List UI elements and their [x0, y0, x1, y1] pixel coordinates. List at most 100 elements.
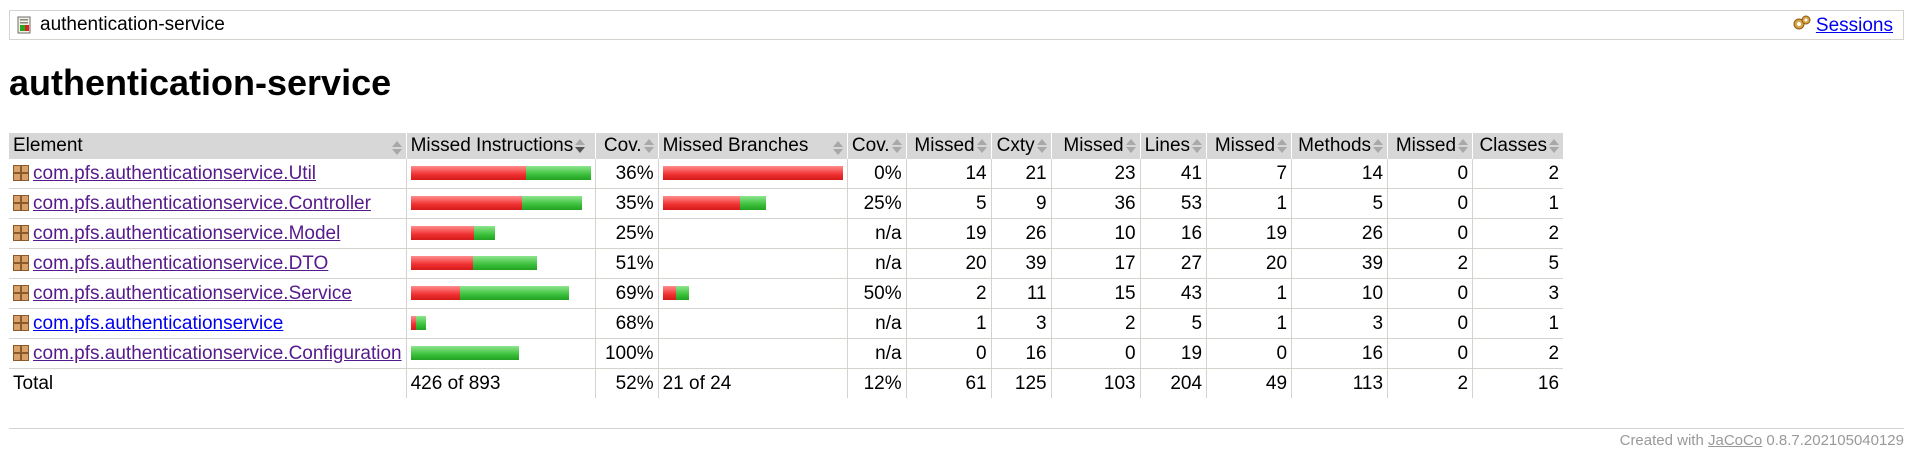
missed-methods: 1 — [1206, 188, 1292, 219]
element-cell: com.pfs.authenticationservice.Model — [9, 218, 407, 249]
total-lines: 204 — [1139, 368, 1207, 398]
element-cell: com.pfs.authenticationservice — [9, 308, 407, 339]
breadcrumb: authentication-service Sessions — [9, 10, 1904, 40]
package-link[interactable]: com.pfs.authenticationservice.Util — [33, 162, 317, 184]
covered-segment — [459, 286, 569, 301]
sort-desc-icon — [573, 138, 586, 154]
total-missed-complexity: 61 — [905, 368, 992, 398]
sort-icon — [642, 138, 654, 154]
classes: 2 — [1472, 159, 1564, 189]
complexity: 3 — [990, 308, 1052, 339]
complexity: 26 — [990, 218, 1052, 249]
breadcrumb-right: Sessions — [1792, 14, 1893, 37]
missed-methods: 20 — [1206, 248, 1292, 279]
complexity: 39 — [990, 248, 1052, 279]
missed-classes: 0 — [1387, 218, 1473, 249]
header-instruction-coverage[interactable]: Cov. — [594, 133, 659, 159]
package-link[interactable]: com.pfs.authenticationservice — [33, 312, 284, 334]
package-icon — [13, 164, 29, 181]
missed-classes: 0 — [1387, 308, 1473, 339]
missed-lines: 2 — [1050, 308, 1141, 339]
missed-complexity: 20 — [905, 248, 992, 279]
header-lines[interactable]: Lines — [1139, 133, 1207, 159]
element-cell: com.pfs.authenticationservice.Service — [9, 278, 407, 309]
element-cell: com.pfs.authenticationservice.Util — [9, 159, 407, 189]
instruction-coverage-bar — [410, 256, 537, 271]
missed-branches-bar — [657, 308, 848, 339]
header-missed-methods[interactable]: Missed — [1206, 133, 1292, 159]
total-missed-methods: 49 — [1206, 368, 1292, 398]
methods: 39 — [1291, 248, 1388, 279]
lines: 19 — [1139, 338, 1207, 369]
missed-segment — [410, 256, 473, 271]
classes: 1 — [1472, 308, 1564, 339]
covered-segment — [521, 196, 582, 211]
header-missed-lines[interactable]: Missed — [1050, 133, 1141, 159]
header-missed-complexity[interactable]: Missed — [905, 133, 992, 159]
package-icon — [13, 344, 29, 361]
missed-methods: 7 — [1206, 159, 1292, 189]
element-cell: com.pfs.authenticationservice.DTO — [9, 248, 407, 279]
methods: 3 — [1291, 308, 1388, 339]
missed-segment — [662, 166, 843, 181]
missed-lines: 23 — [1050, 159, 1141, 189]
table-row: com.pfs.authenticationservice.Util 36% 0% 1… — [9, 159, 1564, 189]
missed-instructions-bar — [405, 159, 596, 189]
missed-complexity: 0 — [905, 338, 992, 369]
missed-methods: 19 — [1206, 218, 1292, 249]
package-link[interactable]: com.pfs.authenticationservice.DTO — [33, 252, 329, 274]
lines: 53 — [1139, 188, 1207, 219]
sort-icon — [890, 138, 902, 154]
missed-instructions-bar — [405, 218, 596, 249]
header-classes[interactable]: Classes — [1472, 133, 1564, 159]
report-icon — [16, 16, 34, 34]
instruction-coverage-bar — [410, 286, 569, 301]
package-link[interactable]: com.pfs.authenticationservice.Service — [33, 282, 352, 304]
sort-icon — [390, 140, 402, 156]
total-methods: 113 — [1291, 368, 1388, 398]
total-instruction-coverage: 52% — [594, 368, 659, 398]
covered-segment — [473, 226, 495, 241]
missed-segment — [410, 286, 460, 301]
package-link[interactable]: com.pfs.authenticationservice.Controller — [33, 192, 371, 214]
classes: 3 — [1472, 278, 1564, 309]
instruction-coverage: 100% — [594, 338, 659, 369]
header-missed-branches[interactable]: Missed Branches — [657, 133, 848, 159]
header-complexity[interactable]: Cxty — [990, 133, 1052, 159]
missed-segment — [662, 196, 740, 211]
instruction-coverage: 68% — [594, 308, 659, 339]
sessions-link[interactable]: Sessions — [1815, 14, 1893, 36]
methods: 5 — [1291, 188, 1388, 219]
header-branch-coverage[interactable]: Cov. — [846, 133, 907, 159]
total-complexity: 125 — [990, 368, 1052, 398]
branch-coverage: 50% — [846, 278, 907, 309]
classes: 2 — [1472, 218, 1564, 249]
table-row: com.pfs.authenticationservice.Service 69%… — [9, 278, 1564, 309]
table-row: com.pfs.authenticationservice.DTO 51% n/a 2… — [9, 248, 1564, 279]
missed-branches-bar — [657, 188, 848, 219]
missed-methods: 1 — [1206, 308, 1292, 339]
lines: 5 — [1139, 308, 1207, 339]
missed-lines: 15 — [1050, 278, 1141, 309]
table-header-row: Element Missed Instructions Cov. Missed … — [9, 133, 1564, 159]
lines: 27 — [1139, 248, 1207, 279]
footer: Created with JaCoCo 0.8.7.202105040129 — [1620, 432, 1904, 449]
header-methods[interactable]: Methods — [1291, 133, 1388, 159]
total-classes: 16 — [1472, 368, 1564, 398]
missed-segment — [410, 196, 522, 211]
classes: 2 — [1472, 338, 1564, 369]
package-icon — [13, 254, 29, 271]
missed-instructions-bar — [405, 188, 596, 219]
missed-segment — [410, 226, 474, 241]
header-missed-instructions[interactable]: Missed Instructions — [405, 133, 596, 159]
covered-segment — [472, 256, 537, 271]
jacoco-link[interactable]: JaCoCo — [1707, 432, 1763, 449]
total-missed-instructions: 426 of 893 — [405, 368, 596, 398]
package-link[interactable]: com.pfs.authenticationservice.Model — [33, 222, 341, 244]
header-missed-classes[interactable]: Missed — [1387, 133, 1473, 159]
header-element[interactable]: Element — [9, 133, 407, 159]
missed-segment — [410, 316, 416, 331]
sort-icon — [1275, 138, 1288, 154]
sort-icon — [975, 138, 987, 154]
package-link[interactable]: com.pfs.authenticationservice.Configurat… — [33, 342, 402, 364]
